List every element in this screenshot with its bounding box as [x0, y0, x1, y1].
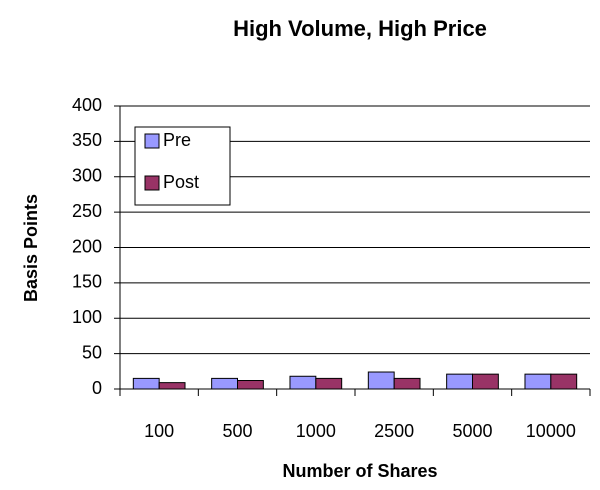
x-tick-label: 500	[222, 421, 252, 441]
y-tick-label: 300	[72, 166, 102, 186]
bar	[289, 375, 317, 390]
y-tick-label: 350	[72, 130, 102, 150]
bar	[211, 377, 238, 390]
y-tick-label: 250	[72, 201, 102, 221]
x-tick-label: 10000	[526, 421, 576, 441]
bar	[524, 373, 552, 390]
legend-swatch	[144, 133, 160, 149]
y-tick-label: 0	[92, 378, 102, 398]
y-tick-label: 50	[82, 342, 102, 362]
x-axis-title: Number of Shares	[282, 461, 437, 481]
y-tick-label: 150	[72, 272, 102, 292]
bar	[446, 373, 473, 390]
x-tick-label: 5000	[452, 421, 492, 441]
y-axis-title: Basis Points	[21, 194, 41, 302]
chart-title: High Volume, High Price	[233, 16, 487, 41]
bar	[132, 377, 160, 390]
x-tick-label: 2500	[374, 421, 414, 441]
y-tick-label: 400	[72, 95, 102, 115]
bar	[472, 373, 499, 390]
bar	[158, 382, 186, 390]
bar	[550, 373, 578, 390]
legend-label: Post	[163, 172, 199, 192]
x-tick-label: 1000	[296, 421, 336, 441]
legend-swatch	[144, 175, 160, 191]
bar	[367, 371, 395, 390]
y-tick-label: 100	[72, 307, 102, 327]
y-tick-label: 200	[72, 236, 102, 256]
bar	[237, 380, 264, 390]
x-tick-label: 100	[144, 421, 174, 441]
legend-label: Pre	[163, 130, 191, 150]
bar	[393, 377, 421, 390]
bar	[315, 377, 343, 390]
